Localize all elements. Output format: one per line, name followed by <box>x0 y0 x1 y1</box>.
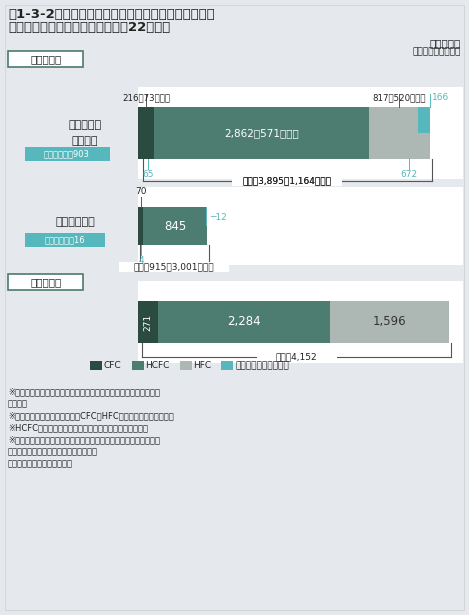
Text: 2,862（571千台）: 2,862（571千台） <box>224 128 299 138</box>
Text: 破壊した量: 破壊した量 <box>30 277 61 287</box>
Text: 単位：トン: 単位：トン <box>430 38 461 48</box>
Bar <box>159 301 330 343</box>
Bar <box>206 207 207 226</box>
Text: 2,284: 2,284 <box>227 315 261 328</box>
Bar <box>180 361 191 370</box>
Bar <box>138 281 463 363</box>
Text: 合計：4,152: 合計：4,152 <box>276 352 318 362</box>
Text: ─12: ─12 <box>210 213 227 222</box>
Text: ※小数点未満を四捨五入のため、数値の和は必ずしも合計に一致し: ※小数点未満を四捨五入のため、数値の和は必ずしも合計に一致し <box>8 387 160 396</box>
Text: フロン類の回収・破壊量等（平成22年度）: フロン類の回収・破壊量等（平成22年度） <box>8 21 170 34</box>
Text: （）は回収した台数: （）は回収した台数 <box>413 47 461 56</box>
Bar <box>233 176 342 186</box>
Text: 合計：915（3,001千台）: 合計：915（3,001千台） <box>134 263 214 271</box>
Text: HFC: HFC <box>194 361 212 370</box>
Text: 回収した量: 回収した量 <box>30 54 61 64</box>
Bar <box>138 301 159 343</box>
Bar <box>25 233 105 247</box>
Text: れたフロン類の合計の破壊量である。: れたフロン類の合計の破壊量である。 <box>8 447 98 456</box>
Bar <box>25 147 110 161</box>
Text: 空調機器: 空調機器 <box>72 136 98 146</box>
Bar <box>369 107 430 159</box>
Bar <box>154 107 369 159</box>
Text: HCFC: HCFC <box>145 361 170 370</box>
Text: 65: 65 <box>142 170 153 179</box>
Text: 216（73千台）: 216（73千台） <box>122 93 170 102</box>
Text: ※破壊した量は、業務用冷凍空調機器及びカーエアコンから回収さ: ※破壊した量は、業務用冷凍空調機器及びカーエアコンから回収さ <box>8 435 160 444</box>
Text: 合計：3,895（1,164千台）: 合計：3,895（1,164千台） <box>243 177 332 186</box>
Text: 70: 70 <box>135 187 146 196</box>
Bar <box>138 207 143 245</box>
Text: 4: 4 <box>138 256 144 265</box>
Text: ない。: ない。 <box>8 399 28 408</box>
Text: 業務用冷凍: 業務用冷凍 <box>68 120 102 130</box>
Bar <box>221 361 233 370</box>
Text: 672: 672 <box>400 170 417 179</box>
Text: 再利用合計：903: 再利用合計：903 <box>44 149 90 159</box>
Bar <box>90 361 102 370</box>
Bar <box>131 361 144 370</box>
Bar <box>119 262 229 272</box>
Text: うち再利用等された量: うち再利用等された量 <box>235 361 289 370</box>
Text: CFC: CFC <box>104 361 121 370</box>
Bar <box>138 87 463 179</box>
Text: 271: 271 <box>144 314 153 331</box>
Text: 166: 166 <box>432 93 449 102</box>
Bar <box>418 107 430 133</box>
Text: 図1-3-2　業務用冷凍空調機器・カーエアコンからの: 図1-3-2 業務用冷凍空調機器・カーエアコンからの <box>8 8 215 21</box>
Bar <box>138 107 154 159</box>
Text: 1,596: 1,596 <box>373 315 406 328</box>
Text: 合計：3,895（1,164千台）: 合計：3,895（1,164千台） <box>243 177 332 186</box>
Bar <box>257 352 337 362</box>
Text: 817（520千台）: 817（520千台） <box>373 93 426 102</box>
Text: ※カーエアコンの回収台数は、CFC、HFC別に集計されていない。: ※カーエアコンの回収台数は、CFC、HFC別に集計されていない。 <box>8 411 174 420</box>
Bar <box>8 274 83 290</box>
Bar <box>138 187 463 265</box>
Text: 845: 845 <box>164 220 186 232</box>
Bar <box>8 51 83 67</box>
Text: （出典）経済産業省、環境省: （出典）経済産業省、環境省 <box>8 459 73 468</box>
Bar <box>143 207 207 245</box>
Text: 再利用合計：16: 再利用合計：16 <box>45 236 85 245</box>
Text: ※HCFCはカーエアコンの冷媒として用いられていない。: ※HCFCはカーエアコンの冷媒として用いられていない。 <box>8 423 148 432</box>
Bar <box>330 301 449 343</box>
Text: カーエアコン: カーエアコン <box>55 217 95 227</box>
